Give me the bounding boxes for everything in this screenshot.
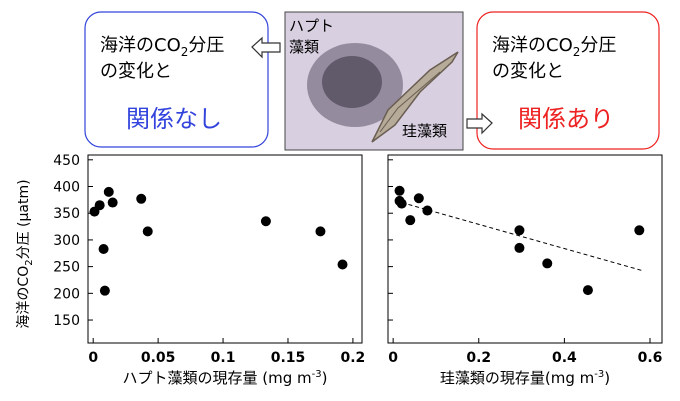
callout-text: の変化と [492,61,564,82]
y-axis-label: 分圧 (μatm) [16,179,32,259]
x-tick-label: 0.15 [271,350,306,366]
data-point [136,193,147,204]
y-tick-label: 400 [53,180,80,196]
plot-frame [387,154,663,344]
x-tick-label: 0.1 [211,350,236,366]
callout-text: 海洋のCO [492,35,573,56]
x-tick-label: 0.05 [141,350,176,366]
x-tick-label: 0.6 [638,350,663,366]
data-point [260,216,271,227]
x-axis-label: 珪藻類の現存量(mg m [440,369,594,387]
data-point [634,225,645,236]
x-tick-label: 0 [388,350,398,366]
x-tick-label: 0 [88,350,98,366]
data-point [405,215,416,226]
x-axis-label: ハプト藻類の現存量 (mg m-3) [123,369,328,387]
data-point [514,225,525,236]
data-point [582,285,593,296]
callout-text: 分圧 [188,35,224,56]
callout-text: 分圧 [580,35,616,56]
data-point [315,226,326,237]
data-point [94,200,105,211]
y-axis-label: 海洋のCO [16,266,32,329]
callout-box-left [84,11,269,148]
photo-label: 藻類 [289,38,319,56]
data-point [337,259,348,270]
data-point [103,186,114,197]
data-point [98,244,109,254]
cell-cluster-core [322,56,382,108]
x-axis-label-superscript: -3 [312,369,322,380]
plot-frame [87,154,363,344]
data-point [99,285,110,296]
y-axis-label: 海洋のCO2分圧 (μatm) [16,179,35,328]
x-axis-label: 珪藻類の現存量(mg m-3) [440,369,610,387]
x-tick-label: 0.2 [466,350,491,366]
arrow-right [466,112,493,135]
data-point [107,197,118,208]
diatom-line [379,71,441,133]
callout-emphasis: 関係あり [518,105,614,133]
data-point [413,193,424,204]
trendline [401,202,642,271]
x-tick-label: 0.2 [341,350,366,366]
micrograph [284,11,464,151]
y-tick-label: 150 [53,313,80,329]
arrow-left [251,36,281,59]
data-point [542,258,553,269]
x-axis-label: ) [322,369,328,387]
callout-text: 海洋のCO [100,35,181,56]
y-tick-label: 250 [53,260,80,276]
data-point [142,226,153,237]
y-tick-label: 350 [53,206,80,222]
x-axis-label: ハプト藻類の現存量 (mg m [123,369,312,387]
callout-text: の変化と [100,61,172,82]
callout-box-right [476,11,660,150]
y-tick-label: 200 [53,286,80,302]
photo-label: 珪藻類 [402,122,447,140]
callout-emphasis: 関係なし [126,105,222,133]
callout-text: 海洋のCO2分圧 [492,35,616,59]
data-point [396,198,407,209]
x-tick-label: 0.4 [552,350,577,366]
x-axis-label-superscript: -3 [594,369,604,380]
y-tick-label: 300 [53,233,80,249]
data-point [394,185,405,196]
photo-label: ハプト [289,17,334,35]
callout-subscript: 2 [573,45,581,59]
callout-subscript: 2 [181,45,189,59]
callout-text: 海洋のCO2分圧 [100,35,224,59]
y-axis-label-subscript: 2 [24,259,35,265]
y-tick-label: 450 [53,153,80,169]
x-axis-label: ) [604,369,610,387]
data-point [422,205,433,216]
data-point [514,242,525,253]
